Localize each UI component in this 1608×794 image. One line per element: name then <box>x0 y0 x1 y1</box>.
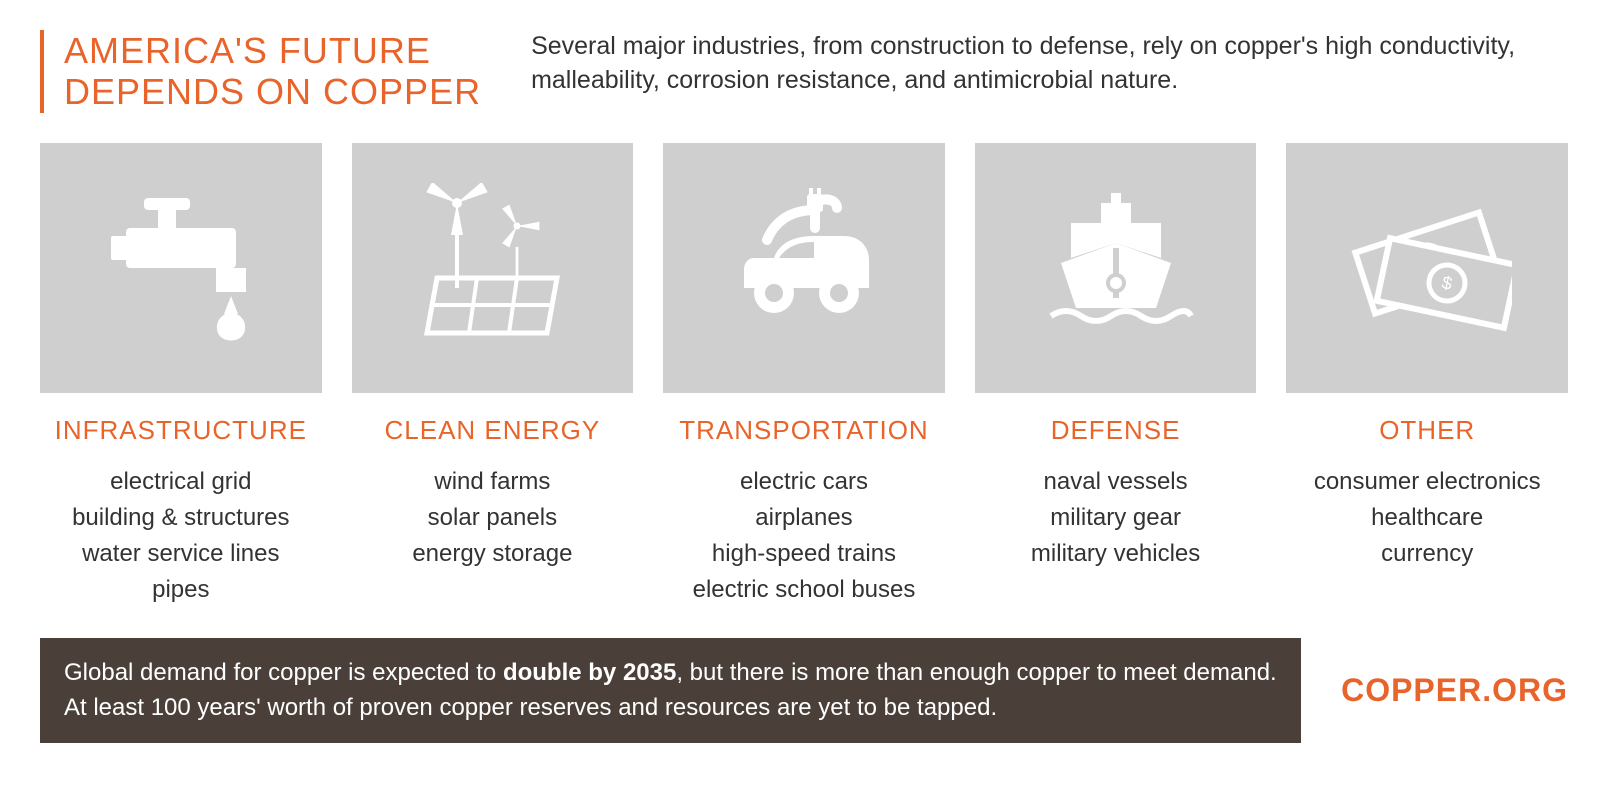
card-item: naval vessels <box>975 464 1257 500</box>
title-line-1: AMERICA'S FUTURE <box>64 30 431 71</box>
card-items: wind farmssolar panelsenergy storage <box>352 464 634 572</box>
card-title: INFRASTRUCTURE <box>40 415 322 446</box>
footer-brand: COPPER.ORG <box>1341 672 1568 709</box>
footer: Global demand for copper is expected to … <box>40 638 1568 744</box>
header: AMERICA'S FUTURE DEPENDS ON COPPER Sever… <box>40 30 1568 113</box>
card-item: electric cars <box>663 464 945 500</box>
faucet-icon <box>40 143 322 393</box>
card-title: DEFENSE <box>975 415 1257 446</box>
card-title: OTHER <box>1286 415 1568 446</box>
card-item: electrical grid <box>40 464 322 500</box>
footer-callout: Global demand for copper is expected to … <box>40 638 1301 744</box>
title-wrap: AMERICA'S FUTURE DEPENDS ON COPPER <box>40 30 481 113</box>
card-items: consumer electronicshealthcarecurrency <box>1286 464 1568 572</box>
card-item: water service lines <box>40 536 322 572</box>
card-item: military vehicles <box>975 536 1257 572</box>
cards-row: INFRASTRUCTURE electrical gridbuilding & … <box>40 143 1568 608</box>
card-item: military gear <box>975 500 1257 536</box>
card-item: currency <box>1286 536 1568 572</box>
card-items: electrical gridbuilding & structureswate… <box>40 464 322 608</box>
card-item: pipes <box>40 572 322 608</box>
card-title: CLEAN ENERGY <box>352 415 634 446</box>
accent-bar <box>40 30 44 113</box>
ship-icon <box>975 143 1257 393</box>
card-clean-energy: CLEAN ENERGY wind farmssolar panelsenergy… <box>352 143 634 608</box>
card-item: energy storage <box>352 536 634 572</box>
footer-text-bold: double by 2035 <box>503 659 676 686</box>
ev-car-icon <box>663 143 945 393</box>
subtitle: Several major industries, from construct… <box>531 30 1531 98</box>
card-item: high-speed trains <box>663 536 945 572</box>
card-transportation: TRANSPORTATION electric carsairplaneshigh… <box>663 143 945 608</box>
footer-text-before: Global demand for copper is expected to <box>64 659 503 686</box>
card-title: TRANSPORTATION <box>663 415 945 446</box>
title-line-2: DEPENDS ON COPPER <box>64 71 481 112</box>
card-item: solar panels <box>352 500 634 536</box>
clean-energy-icon <box>352 143 634 393</box>
card-other: OTHER consumer electronicshealthcarecurre… <box>1286 143 1568 608</box>
card-item: consumer electronics <box>1286 464 1568 500</box>
card-item: building & structures <box>40 500 322 536</box>
card-items: naval vesselsmilitary gearmilitary vehic… <box>975 464 1257 572</box>
card-item: healthcare <box>1286 500 1568 536</box>
card-item: airplanes <box>663 500 945 536</box>
card-item: wind farms <box>352 464 634 500</box>
page-title: AMERICA'S FUTURE DEPENDS ON COPPER <box>64 30 481 113</box>
card-item: electric school buses <box>663 572 945 608</box>
card-infrastructure: INFRASTRUCTURE electrical gridbuilding & … <box>40 143 322 608</box>
money-icon <box>1286 143 1568 393</box>
card-items: electric carsairplaneshigh-speed trainse… <box>663 464 945 608</box>
card-defense: DEFENSE naval vesselsmilitary gearmilitar… <box>975 143 1257 608</box>
